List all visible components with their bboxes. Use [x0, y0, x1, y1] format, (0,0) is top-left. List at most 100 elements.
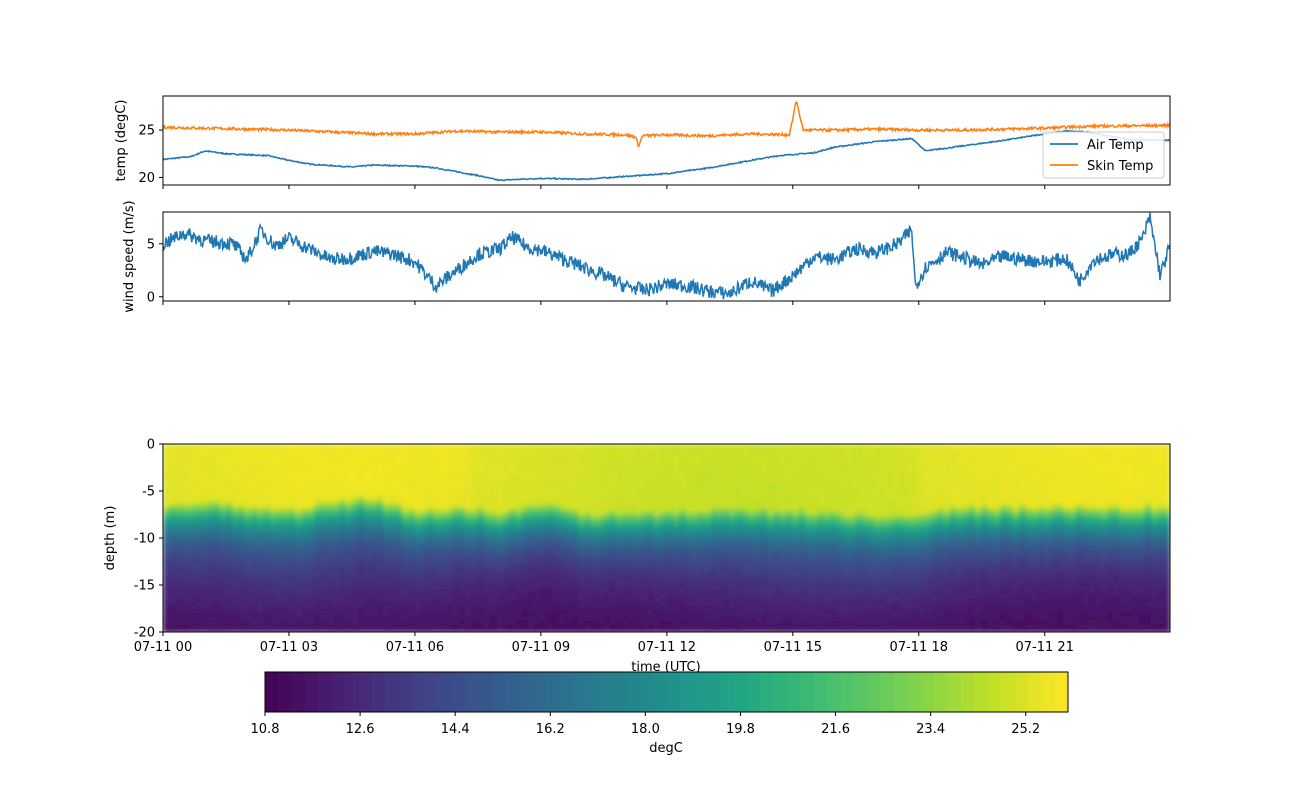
heatmap-cell: [288, 568, 296, 573]
heatmap-cell: [213, 447, 221, 453]
heatmap-cell: [685, 545, 693, 550]
heatmap-cell: [477, 624, 485, 629]
heatmap-cell: [490, 586, 498, 592]
heatmap-cell: [534, 553, 542, 558]
heatmap-cell: [295, 560, 303, 565]
heatmap-cell: [364, 553, 372, 558]
heatmap-cell: [490, 590, 498, 595]
heatmap-cell: [383, 511, 391, 517]
heatmap-cell: [521, 470, 529, 475]
heatmap-cell: [213, 579, 221, 584]
heatmap-cell: [540, 575, 548, 580]
heatmap-cell: [439, 613, 447, 618]
heatmap-cell: [540, 568, 548, 573]
heatmap-cell: [653, 522, 661, 528]
heatmap-cell: [528, 628, 535, 632]
heatmap-cell: [509, 481, 517, 486]
heatmap-cell: [540, 541, 548, 547]
heatmap-cell: [735, 571, 743, 577]
heatmap-cell: [238, 598, 246, 603]
heatmap-cell: [421, 590, 428, 595]
heatmap-cell: [175, 601, 183, 607]
heatmap-cell: [691, 579, 699, 584]
heatmap-cell: [276, 594, 284, 599]
heatmap-cell: [679, 530, 686, 535]
heatmap-cell: [200, 515, 208, 520]
heatmap-cell: [685, 530, 693, 535]
heatmap-cell: [616, 609, 624, 614]
heatmap-cell: [691, 522, 699, 528]
heatmap-cell: [546, 613, 554, 618]
heatmap-cell: [672, 586, 680, 592]
heatmap-cell: [251, 605, 258, 611]
heatmap-cell: [351, 620, 359, 626]
temp-axes-frame: [162, 95, 1171, 186]
heatmap-cell: [181, 530, 189, 535]
heatmap-cell: [465, 459, 472, 464]
heatmap-cell: [735, 538, 743, 543]
heatmap-cell: [402, 564, 410, 569]
heatmap-cell: [194, 500, 202, 505]
heatmap-cell: [710, 538, 718, 543]
heatmap-cell: [207, 444, 214, 449]
heatmap-cell: [446, 504, 454, 509]
heatmap-cell: [326, 605, 334, 611]
heatmap-cell: [723, 620, 731, 626]
heatmap-cell: [735, 598, 743, 603]
heatmap-cell: [483, 594, 491, 599]
heatmap-cell: [458, 538, 466, 543]
heatmap-cell: [590, 474, 598, 479]
heatmap-cell: [332, 620, 340, 626]
heatmap-cell: [521, 616, 529, 622]
heatmap-cell: [653, 515, 661, 520]
heatmap-cell: [515, 538, 523, 543]
heatmap-cell: [402, 492, 410, 498]
heatmap-cell: [169, 504, 177, 509]
heatmap-cell: [276, 530, 284, 535]
heatmap-cell: [641, 594, 649, 599]
heatmap-cell: [685, 564, 693, 569]
heatmap-cell: [257, 519, 265, 524]
heatmap-cell: [458, 519, 466, 524]
heatmap-cell: [534, 616, 542, 622]
heatmap-cell: [628, 511, 636, 517]
heatmap-cell: [572, 504, 579, 509]
heatmap-cell: [458, 605, 466, 611]
heatmap-cell: [163, 500, 170, 505]
heatmap-cell: [590, 624, 598, 629]
heatmap-cell: [742, 624, 749, 629]
heatmap-cell: [181, 624, 189, 629]
heatmap-cell: [502, 492, 510, 498]
heatmap-cell: [307, 507, 315, 513]
heatmap-cell: [628, 477, 636, 483]
heatmap-cell: [276, 628, 284, 632]
heatmap-cell: [307, 560, 315, 565]
heatmap-cell: [483, 470, 491, 475]
heatmap-cell: [704, 620, 712, 626]
heatmap-cell: [584, 534, 592, 539]
heatmap-cell: [609, 556, 617, 562]
heatmap-cell: [288, 583, 296, 588]
heatmap-cell: [679, 477, 686, 483]
heatmap-cell: [691, 515, 699, 520]
heatmap-cell: [408, 628, 416, 632]
heatmap-cell: [528, 444, 535, 449]
heatmap-cell: [219, 624, 227, 629]
heatmap-cell: [213, 541, 221, 547]
heatmap-cell: [326, 628, 334, 632]
heatmap-cell: [181, 515, 189, 520]
heatmap-cell: [779, 462, 787, 468]
heatmap-cell: [402, 466, 410, 471]
heatmap-cell: [502, 556, 510, 562]
heatmap-cell: [458, 594, 466, 599]
heatmap-cell: [773, 579, 781, 584]
heatmap-cell: [339, 522, 347, 528]
heatmap-cell: [528, 447, 535, 453]
heatmap-cell: [559, 594, 567, 599]
heatmap-cell: [603, 624, 611, 629]
heatmap-cell: [742, 586, 749, 592]
wind-ytick-label-0: 0: [147, 290, 155, 305]
heatmap-cell: [269, 564, 277, 569]
heatmap-cell: [175, 444, 183, 449]
heatmap-cell: [767, 549, 775, 554]
